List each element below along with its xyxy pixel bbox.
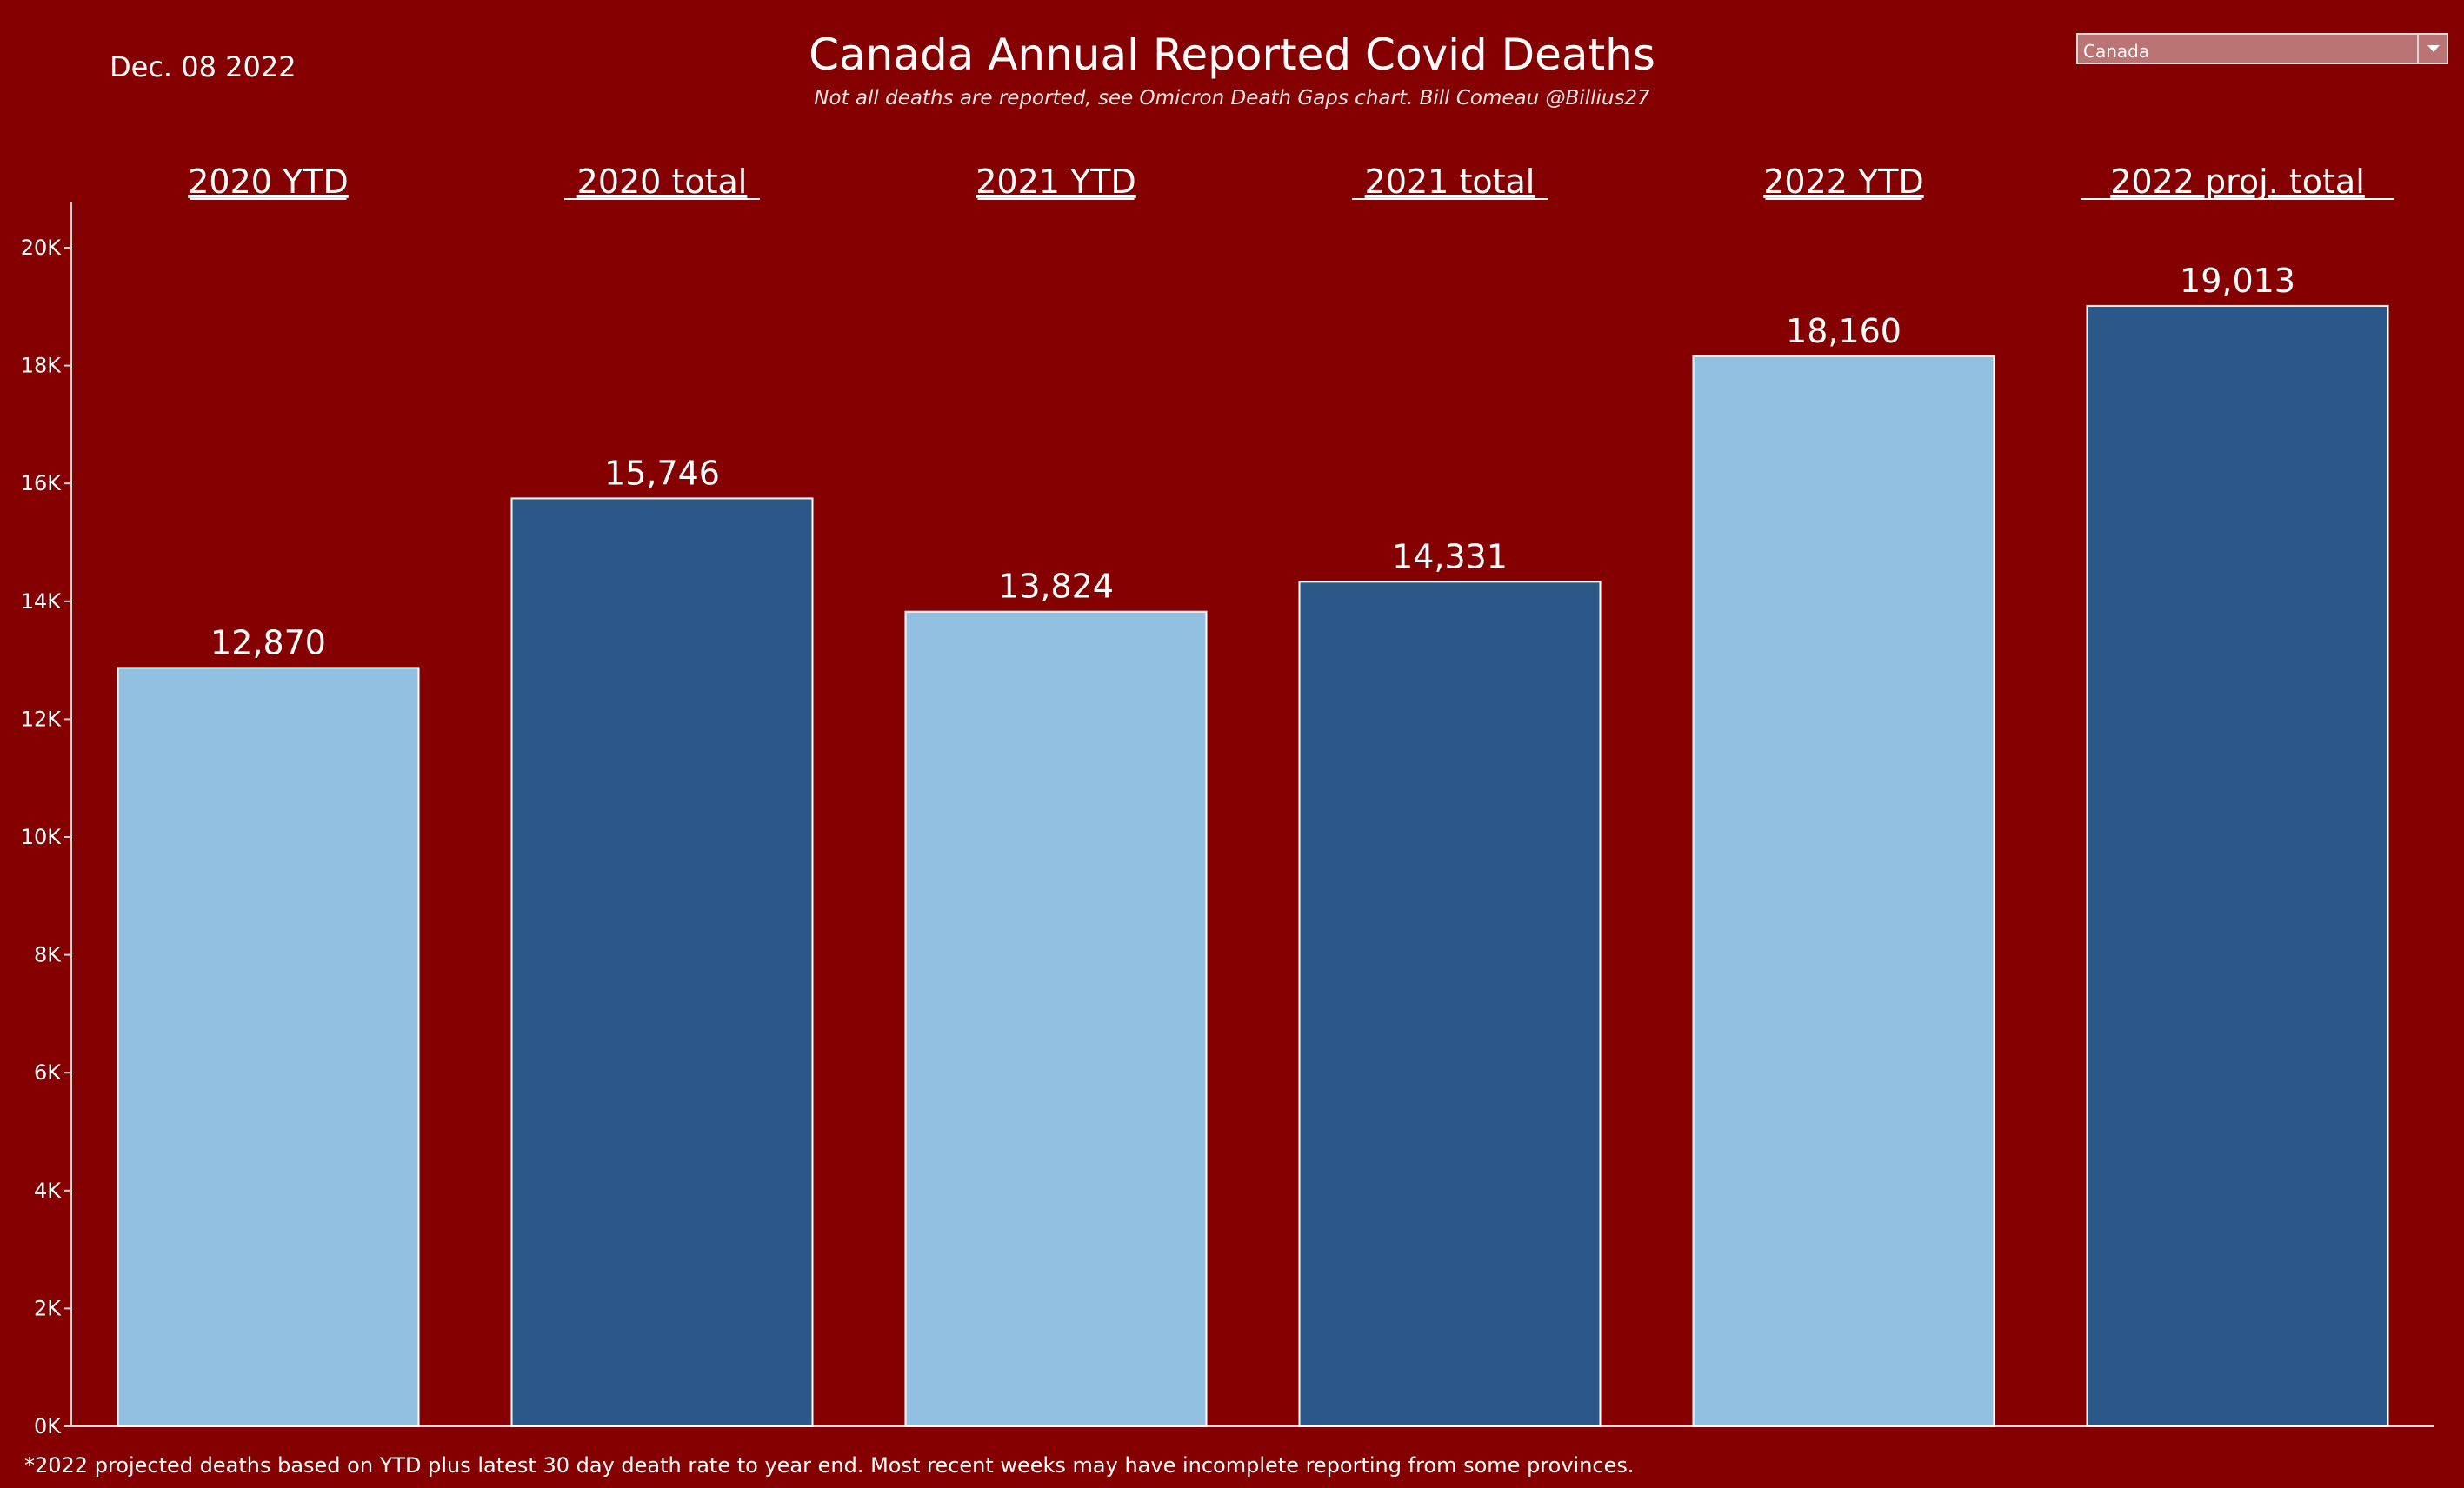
bar-value-label: 15,746 [604,454,720,492]
y-tick-label: 4K [34,1179,62,1203]
bar-value-label: 13,824 [998,568,1114,606]
y-tick-label: 10K [21,825,63,849]
bar-value-label: 19,013 [2180,262,2295,300]
y-tick-label: 20K [21,236,63,260]
bar-value-label: 18,160 [1786,312,1901,350]
category-label: 2021 total [1365,163,1535,201]
bar-value-label: 12,870 [210,623,326,661]
report-date: Dec. 08 2022 [110,50,296,83]
bar[interactable] [1692,355,1995,1428]
chart-title: Canada Annual Reported Covid Deaths [809,30,1655,80]
y-tick-label: 2K [34,1296,62,1320]
bar[interactable] [904,610,1208,1427]
category-label: 2022 YTD [1763,163,1923,201]
y-tick-label: 0K [34,1414,62,1438]
bar[interactable] [2086,304,2389,1428]
bar[interactable] [1298,581,1602,1427]
y-tick-label: 18K [21,354,63,378]
chart-subtitle: Not all deaths are reported, see Omicron… [814,87,1650,110]
y-tick-label: 14K [21,589,63,614]
region-dropdown[interactable]: Canada [2076,33,2448,64]
bar[interactable] [510,497,814,1428]
category-label: 2021 YTD [976,163,1135,201]
chart-footnote: *2022 projected deaths based on YTD plus… [24,1453,1635,1478]
category-label: 2020 total [577,163,748,201]
category-label: 2022 proj. total [2110,163,2365,201]
y-tick-label: 16K [21,471,63,495]
y-tick-label: 12K [21,707,63,731]
y-tick-label: 6K [34,1060,62,1085]
bar[interactable] [117,667,420,1427]
y-tick-label: 8K [34,943,62,967]
region-dropdown-value: Canada [2083,41,2150,62]
bar-value-label: 14,331 [1392,537,1508,575]
category-label: 2020 YTD [188,163,348,201]
chevron-down-icon[interactable] [2417,35,2447,63]
